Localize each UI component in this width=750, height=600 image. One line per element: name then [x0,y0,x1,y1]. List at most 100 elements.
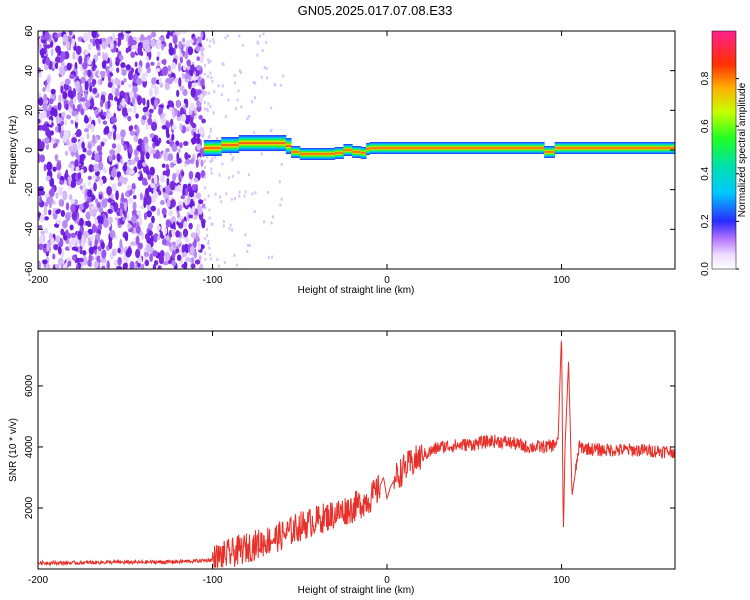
noise-speckle [196,56,201,61]
noise-speckle [155,225,161,231]
noise-speckle-faint [214,155,217,159]
noise-speckle [195,89,202,96]
noise-speckle [126,212,130,223]
noise-speckle [150,31,157,38]
noise-speckle [62,33,69,43]
noise-speckle [78,203,85,211]
noise-speckle [196,136,201,145]
noise-speckle [172,35,178,45]
noise-speckle [67,90,74,98]
ridge-segment [317,147,336,160]
noise-speckle [161,67,165,76]
noise-speckle [183,141,189,147]
noise-speckle-faint [208,208,211,212]
noise-speckle [65,212,71,221]
noise-speckle-faint [221,62,224,66]
noise-speckle-faint [235,107,238,111]
noise-speckle [177,148,181,153]
noise-speckle [190,102,196,112]
noise-speckle [135,225,141,234]
noise-speckle [197,76,201,83]
noise-speckle-faint [279,203,282,207]
noise-speckle-faint [203,72,206,76]
noise-speckle [42,259,48,265]
spectrogram-ytick-label: 40 [24,65,35,77]
noise-speckle [142,77,147,82]
noise-speckle [163,151,168,162]
noise-speckle [157,190,162,196]
noise-speckle-faint [207,75,210,79]
noise-speckle [125,249,132,258]
noise-speckle [145,243,152,252]
noise-speckle [167,65,171,72]
noise-speckle [129,169,135,175]
noise-speckle [171,125,177,131]
noise-speckle [123,112,129,117]
noise-speckle [58,124,62,133]
snr-xtick-label: 0 [384,575,390,586]
noise-speckle [55,192,59,200]
noise-speckle [192,195,196,203]
noise-speckle [146,205,152,211]
noise-speckle [190,257,195,264]
snr-ylabel: SNR (10 * v/v) [8,418,19,482]
noise-speckle-faint [252,81,255,85]
ridge-segment [299,147,318,160]
noise-speckle [89,240,93,247]
noise-speckle [39,234,45,245]
noise-speckle [168,106,174,112]
noise-speckle [79,84,83,93]
noise-speckle [175,248,180,253]
noise-speckle-faint [260,152,263,156]
noise-speckle-faint [239,71,242,75]
ridge-segment [256,135,275,152]
noise-speckle [180,170,185,177]
noise-speckle [50,237,55,247]
noise-speckle [74,159,79,167]
noise-speckle [50,88,56,95]
noise-speckle [91,223,97,233]
noise-speckle [99,178,104,187]
spectrogram-ytick-label: -60 [24,261,35,276]
noise-speckle-faint [204,251,207,255]
noise-speckle-faint [229,152,232,156]
noise-speckle [58,198,65,207]
ridge-segment [273,135,287,152]
noise-speckle [69,98,74,109]
noise-speckle [137,65,142,74]
noise-speckle-faint [204,63,207,67]
noise-speckle [120,80,125,86]
noise-speckle [60,228,65,236]
noise-speckle [55,209,61,215]
spectrogram-ytick-label: -20 [24,182,35,197]
noise-speckle [181,31,188,34]
noise-speckle-faint [272,215,275,219]
noise-speckle-faint [220,93,223,97]
noise-speckle-faint [251,100,254,104]
noise-speckle-faint [246,243,249,247]
noise-speckle [111,116,117,124]
noise-speckle-faint [212,111,215,115]
noise-speckle [184,40,191,47]
noise-speckle [188,110,193,116]
noise-speckle-faint [221,84,224,88]
noise-speckle [130,51,136,59]
noise-speckle [107,112,113,119]
noise-speckle [96,145,103,152]
noise-speckle [42,87,46,93]
noise-speckle-faint [274,82,277,86]
noise-speckle [67,260,72,267]
noise-speckle [70,236,77,245]
noise-speckle [71,38,76,47]
noise-speckle [146,200,150,206]
noise-speckle-faint [209,105,212,109]
noise-speckle-faint [204,206,207,210]
noise-speckle [39,154,45,163]
noise-speckle [132,222,137,229]
noise-speckle [87,228,94,235]
noise-speckle [58,93,62,103]
noise-speckle [111,33,116,40]
noise-speckle [174,77,179,84]
noise-speckle [154,175,158,185]
